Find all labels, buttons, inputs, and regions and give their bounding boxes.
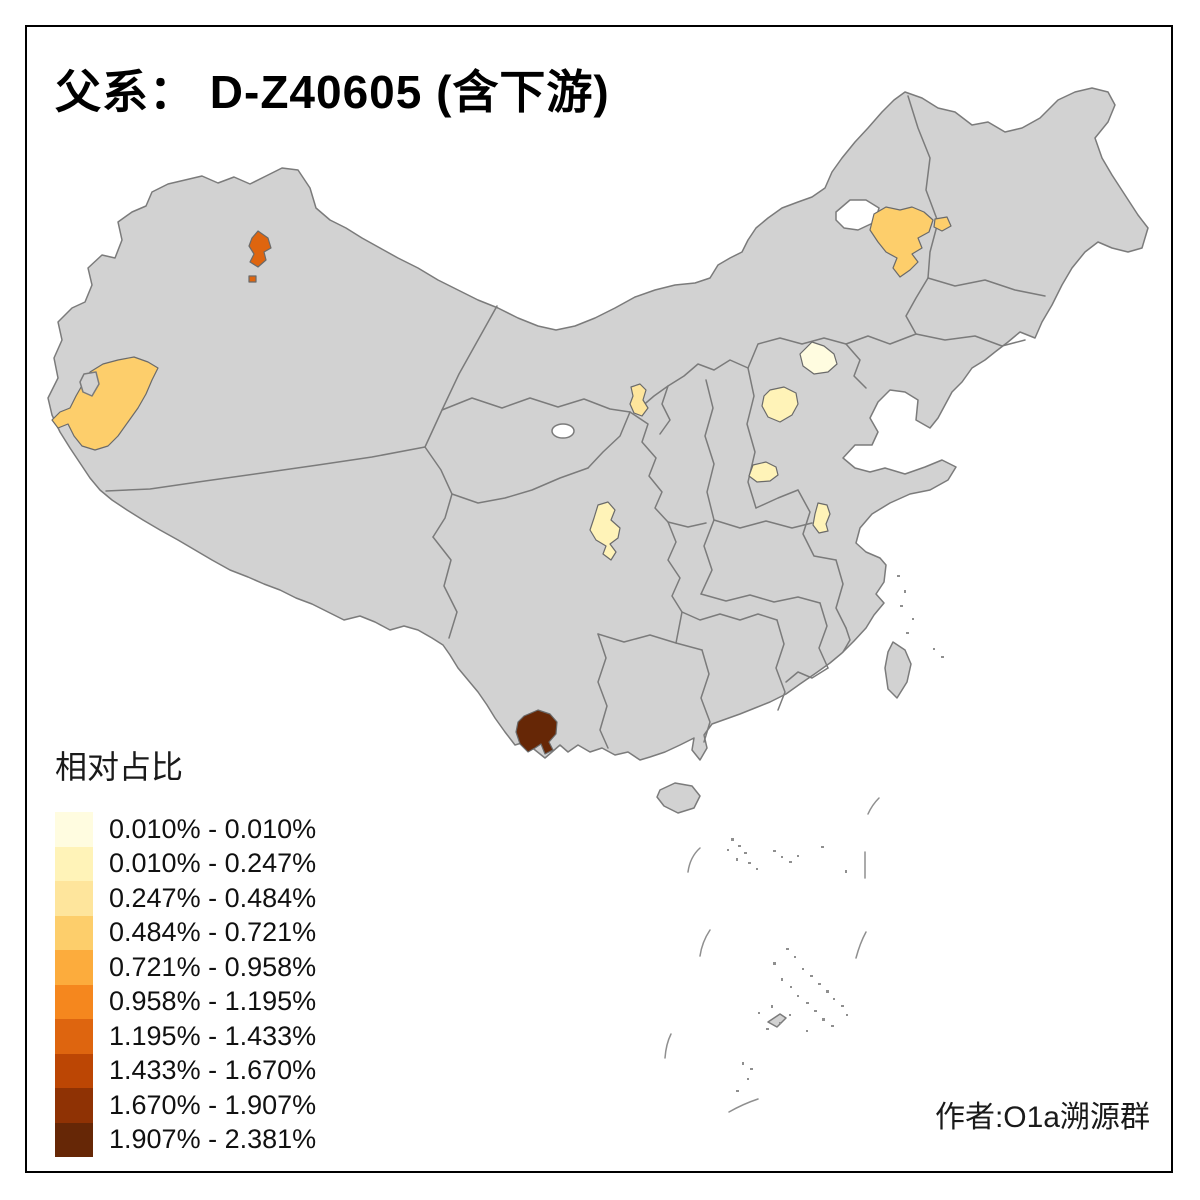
legend-label: 0.010% - 0.010%	[109, 813, 317, 844]
legend-swatch	[55, 950, 93, 985]
legend-label: 1.907% - 2.381%	[109, 1124, 317, 1155]
figure-title: 父系： D-Z40605 (含下游)	[55, 66, 610, 118]
region-south-yunnan	[515, 709, 558, 755]
legend-label: 0.010% - 0.247%	[109, 848, 317, 879]
sea-boundary-dash-segments	[664, 797, 880, 1113]
china-mainland	[47, 87, 1149, 761]
legend-row: 1.195% - 1.433%	[55, 1019, 316, 1054]
figure-border-frame	[25, 25, 1173, 1173]
kashgar-inner-notch	[79, 371, 100, 397]
qinghai-lake	[551, 423, 575, 439]
legend-swatch	[55, 846, 93, 881]
legend-row: 0.010% - 0.247%	[55, 846, 317, 881]
hainan-island	[656, 782, 701, 814]
legend-label: 1.670% - 1.907%	[109, 1089, 317, 1120]
legend-swatch	[55, 984, 93, 1019]
region-north-xinjiang	[248, 230, 272, 268]
legend-label: 1.195% - 1.433%	[109, 1020, 317, 1051]
province-boundaries	[105, 95, 1046, 749]
region-central-sichuan	[589, 501, 621, 561]
legend: 相对占比 0.010% - 0.010% 0.010% - 0.247% 0.247…	[55, 742, 316, 1157]
legend-row: 1.433% - 1.670%	[55, 1053, 317, 1088]
legend-title: 相对占比	[55, 749, 184, 785]
region-north-xinjiang-small-piece	[248, 275, 257, 283]
legend-label: 0.721% - 0.958%	[109, 951, 317, 982]
legend-swatch	[55, 1088, 93, 1123]
region-southwest-shandong	[812, 502, 831, 534]
legend-row: 0.721% - 0.958%	[55, 950, 316, 985]
legend-label: 0.958% - 1.195%	[109, 986, 317, 1017]
south-sea-islet-large	[767, 1013, 787, 1028]
legend-label: 0.484% - 0.721%	[109, 917, 317, 948]
legend-swatch	[55, 812, 93, 847]
region-beijing	[799, 341, 838, 375]
region-northeast-inner-mongolia-east-piece	[933, 216, 952, 232]
legend-row: 0.958% - 1.195%	[55, 984, 317, 1019]
region-central-hebei	[761, 386, 799, 423]
legend-row: 1.670% - 1.907%	[55, 1088, 316, 1123]
legend-row: 0.247% - 0.484%	[55, 881, 316, 916]
legend-label: 1.433% - 1.670%	[109, 1055, 317, 1086]
legend-row: 1.907% - 2.381%	[55, 1122, 317, 1157]
region-southwest-xinjiang-kashgar	[51, 356, 159, 451]
taiwan-island	[884, 641, 912, 699]
legend-swatch	[55, 915, 93, 950]
legend-row: 0.010% - 0.010%	[55, 812, 316, 847]
region-southeast-shanxi	[748, 461, 779, 483]
region-northeast-inner-mongolia	[869, 206, 934, 278]
legend-label: 0.247% - 0.484%	[109, 882, 317, 913]
legend-swatch	[55, 881, 93, 916]
region-central-gansu	[629, 383, 649, 417]
legend-swatch	[55, 1019, 93, 1054]
legend-rows: 0.010% - 0.010% 0.010% - 0.247% 0.247% - 0…	[55, 812, 316, 1157]
legend-swatch	[55, 1122, 93, 1157]
legend-row: 0.484% - 0.721%	[55, 915, 317, 950]
legend-swatch	[55, 1053, 93, 1088]
author-credit: 作者:O1a溯源群	[934, 1101, 1150, 1134]
